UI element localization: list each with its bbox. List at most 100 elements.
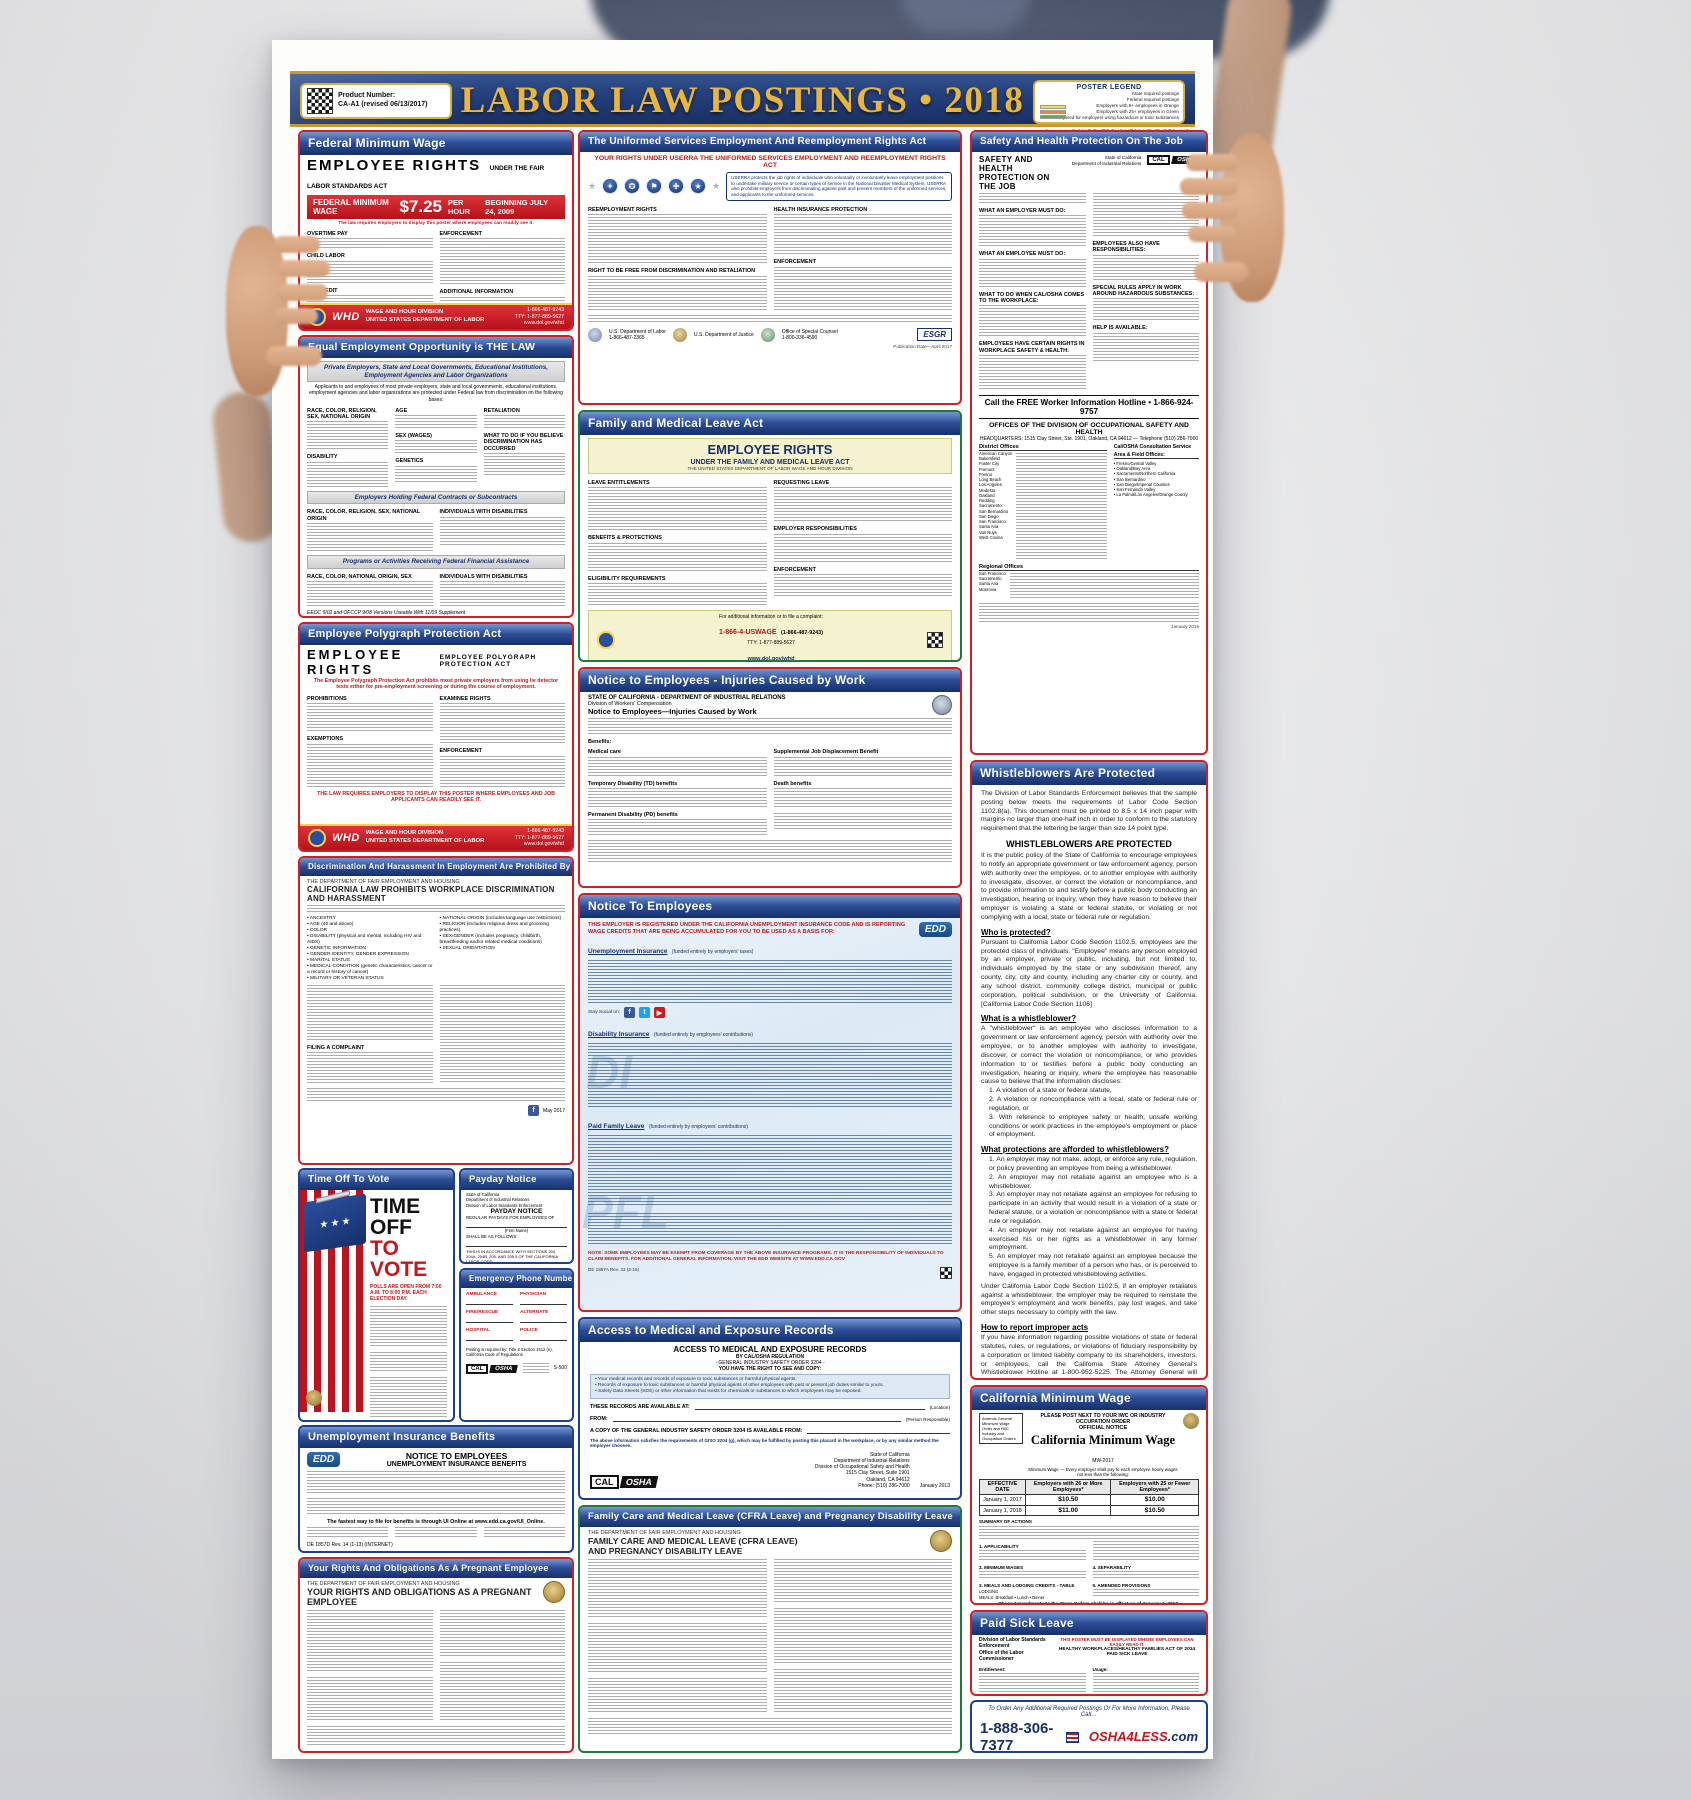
cal-logo-text: CAL — [466, 1363, 489, 1374]
text-lines — [588, 582, 767, 607]
eeo-band-programs: Programs or Activities Receiving Federal… — [307, 554, 565, 569]
userra-icon-flag: ⚑ — [646, 178, 663, 195]
emergency-label-alternate: ALTERNATE — [520, 1310, 549, 1315]
text-lines — [439, 238, 565, 287]
payday-firm-blank — [466, 1220, 567, 1229]
qr-code-icon — [927, 632, 943, 649]
doj-seal-icon — [672, 327, 687, 342]
text-lines — [1092, 193, 1199, 238]
section-userra: The Uniformed Services Employment And Re… — [578, 130, 962, 405]
whistle-a-whistleblower: A "whistleblower" is an employee who dis… — [981, 1025, 1197, 1086]
text-lines — [773, 812, 952, 831]
whistle-remedies: Under California Labor Code Section 1102… — [981, 1282, 1197, 1317]
eeo-head-what-to-do: WHAT TO DO IF YOU BELIEVE DISCRIMINATION… — [483, 433, 564, 452]
sick-title: HEALTHY WORKPLACES/HEALTHY FAMILIES ACT … — [1058, 1647, 1196, 1657]
text-lines — [773, 1608, 952, 1665]
userra-publication-date: Publication Date—April 2017 — [893, 343, 952, 349]
polygraph-display-line: THE LAW REQUIRES EMPLOYERS TO DISPLAY TH… — [317, 790, 555, 803]
text-lines — [979, 1673, 1086, 1694]
access-from-blank — [612, 1414, 901, 1422]
polygraph-subtitle: EMPLOYEE POLYGRAPH PROTECTION ACT — [439, 654, 537, 668]
eeo-header: Equal Employment Opportunity is THE LAW — [300, 337, 572, 358]
order-phone: 1-888-306-7377 — [980, 1720, 1054, 1753]
injuries-head-benefits: Benefits: — [588, 739, 612, 745]
ballot-box-icon: ★ ★ ★ — [304, 1190, 366, 1253]
emergency-label-hospital: HOSPITAL — [466, 1328, 490, 1333]
payday-accordance: THIS IS IN ACCORDANCE WITH SECTIONS 204,… — [466, 1249, 558, 1264]
userra-head-enforcement: ENFORCEMENT — [773, 259, 816, 266]
vote-title-2: TO VOTE — [370, 1237, 428, 1281]
emergency-label-physician: PHYSICIAN — [520, 1292, 547, 1297]
edd-logo: EDD — [307, 1452, 341, 1467]
text-lines — [395, 465, 477, 484]
text-lines — [307, 1088, 565, 1104]
cmw-head-amended: 5. AMENDED PROVISIONS — [1092, 1582, 1151, 1588]
osha-logo-text: OSHA — [489, 1364, 519, 1373]
eeo-head-retaliation: RETALIATION — [483, 407, 520, 414]
fmla-tty: TTY: 1-877-889-5627 — [747, 640, 795, 647]
fmla-info-line: For additional information or to file a … — [719, 613, 823, 620]
payday-schedule-blank — [466, 1239, 567, 1247]
safety-dept: Department of Industrial Relations — [1071, 160, 1142, 166]
edd-social-label: Stay Social on: — [588, 1010, 620, 1015]
text-lines — [1092, 1589, 1199, 1599]
text-lines — [773, 533, 952, 564]
text-lines — [979, 602, 1199, 624]
dfeh-seal-icon — [543, 1581, 565, 1603]
pregnant-dept: THE DEPARTMENT OF FAIR EMPLOYMENT AND HO… — [307, 1581, 460, 1587]
userra-icon-shield: ✪ — [624, 178, 641, 195]
pregnant-title: YOUR RIGHTS AND OBLIGATIONS AS A PREGNAN… — [307, 1587, 532, 1607]
facebook-icon: f — [528, 1105, 540, 1117]
text-lines — [395, 1527, 477, 1539]
cmw-amends-box: Amends General Minimum Wage Order and IW… — [979, 1413, 1023, 1444]
poly-head-exemptions: EXEMPTIONS — [307, 736, 344, 743]
access-person-label: (Person Responsible) — [905, 1416, 950, 1422]
userra-head-reemployment: REEMPLOYMENT RIGHTS — [588, 206, 657, 213]
whistle-protections-list: 1. An employer may not make, adopt, or e… — [989, 1156, 1197, 1278]
fmw-phone: 1-866-487-9243 — [527, 306, 564, 313]
fmla-phone: 1-866-4-USWAGE — [719, 629, 777, 637]
access-title: ACCESS TO MEDICAL AND EXPOSURE RECORDS — [673, 1345, 867, 1354]
emergency-label-fire: FIRE/RESCUE — [466, 1310, 499, 1315]
whistle-q-report: How to report improper acts — [981, 1323, 1089, 1333]
dol-seal-icon — [588, 327, 602, 342]
cfra-dept: THE DEPARTMENT OF FAIR EMPLOYMENT AND HO… — [588, 1530, 741, 1536]
fmw-title-suffix: UNDER THE FAIR LABOR STANDARDS ACT — [307, 165, 545, 190]
section-emergency-phone-numbers: Emergency Phone Numbers AMBULANCE FIRE/R… — [459, 1268, 574, 1422]
section-polygraph-act: Employee Polygraph Protection Act EMPLOY… — [298, 622, 574, 852]
product-number-text: Product Number: CA-A1 (revised 06/13/201… — [338, 92, 428, 110]
safety-head-help: HELP IS AVAILABLE: — [1092, 325, 1148, 332]
cmw-head-separability: 4. SEPARABILITY — [1092, 1564, 1131, 1570]
access-copy-label: A COPY OF THE GENERAL INDUSTRY SAFETY OR… — [590, 1427, 803, 1434]
cmw-head-summary: SUMMARY OF ACTIONS — [979, 1519, 1032, 1525]
text-lines — [307, 703, 433, 734]
userra-summary-box: USERRA protects the job rights of indivi… — [726, 172, 952, 201]
edd-pfl-head: Paid Family Leave — [588, 1123, 645, 1130]
cmw-2017-25less: $10.00 — [1110, 1494, 1199, 1506]
text-lines — [307, 580, 433, 608]
section-california-minimum-wage: California Minimum Wage Amends General M… — [970, 1385, 1208, 1605]
whd-dept-name: UNITED STATES DEPARTMENT OF LABOR — [365, 838, 485, 844]
text-lines — [395, 415, 477, 431]
cmw-meals-lines: LODGING MEALS: Breakfast • Lunch • Dinne… — [979, 1589, 1045, 1600]
edd-ui-sub: (funded entirely by employers' taxes) — [671, 949, 754, 955]
access-bullets: • Your medical records and records of ex… — [590, 1374, 950, 1399]
userra-osc-phone: 1-800-336-4590 — [781, 334, 818, 341]
eeo-footnote: EEOC 9/02 and OFCCP 9/08 Versions Useabl… — [307, 609, 466, 616]
text-lines — [588, 819, 767, 838]
text-lines — [1092, 254, 1199, 282]
userra-icon-eagle: ✦ — [602, 178, 619, 195]
text-lines — [370, 1377, 447, 1419]
fmla-head-enforcement: ENFORCEMENT — [773, 566, 816, 573]
text-lines — [588, 718, 952, 736]
fmw-wage-banner: FEDERAL MINIMUM WAGE $7.25 PER HOUR BEGI… — [307, 195, 565, 219]
osha4less-brand: OSHA4LESS — [1088, 1729, 1168, 1744]
whd-logo: WHD — [332, 832, 360, 844]
text-lines — [1092, 298, 1199, 323]
injuries-division: Division of Workers' Compensation — [588, 701, 672, 707]
text-lines — [307, 1498, 565, 1516]
text-lines — [1009, 572, 1199, 600]
whistle-header: Whistleblowers Are Protected — [972, 762, 1206, 785]
fmla-head-eligibility: ELIGIBILITY REQUIREMENTS — [588, 575, 666, 582]
edd-intro: THIS EMPLOYER IS REGISTERED UNDER THE CA… — [588, 922, 906, 936]
